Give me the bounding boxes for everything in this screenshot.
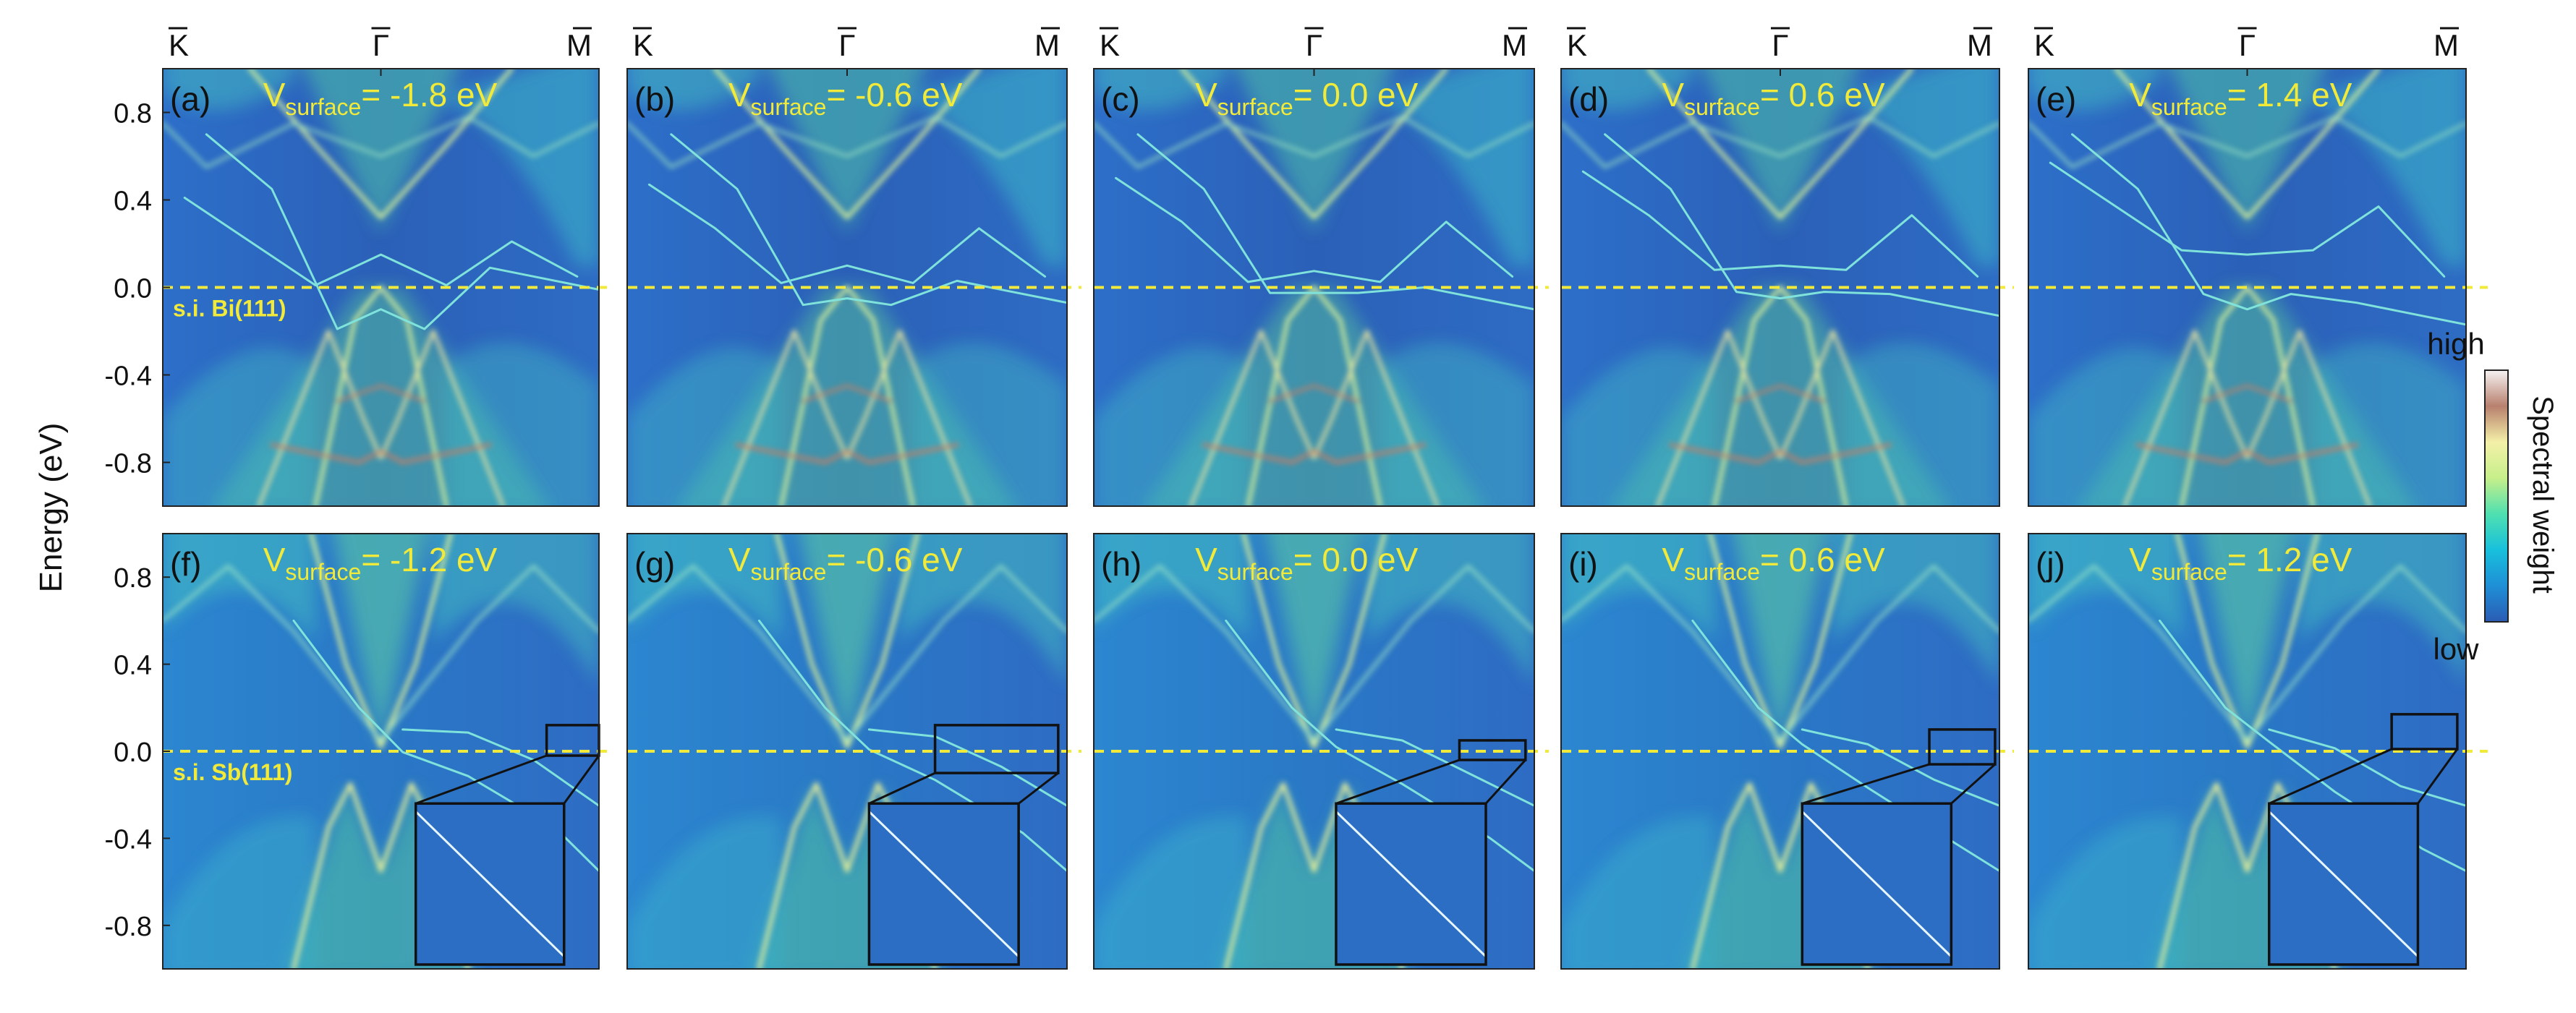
k-point-label: Γ xyxy=(373,28,389,62)
y-tick-label: 0.0 xyxy=(114,274,152,304)
panel-title: Vsurface= -0.6 eV xyxy=(728,76,963,120)
heatmap-area xyxy=(1561,69,1999,506)
panel-frame xyxy=(2028,533,2467,970)
k-point-label: M xyxy=(1034,28,1060,62)
panel-frame xyxy=(626,533,1068,970)
zoom-connector-line xyxy=(415,754,548,805)
panel-c: K Γ M (c) Vsurface= 0.0 eV xyxy=(1093,27,1549,507)
k-point-label: K xyxy=(633,28,653,62)
panel-label: (a) xyxy=(170,80,211,118)
y-tick-label: -0.8 xyxy=(105,912,152,942)
panel-grid: K Γ M (a) Vsurface= -1.8 eV 0.8 0.4 0.0 -0.4 -0.8… xyxy=(105,27,2488,970)
zoom-inset-box xyxy=(1335,802,1487,966)
material-label: s.i. Sb(111) xyxy=(173,759,292,785)
colorbar: high low Spectral weight xyxy=(2427,327,2559,666)
k-point-label: M xyxy=(1967,28,1992,62)
panel-g: (g) Vsurface= -0.6 eV xyxy=(626,533,1081,970)
panel-label: (e) xyxy=(2036,80,2076,118)
k-point-label: Γ xyxy=(1306,28,1322,62)
colorbar-low-label: low xyxy=(2433,632,2479,666)
heatmap-area xyxy=(163,69,599,506)
k-point-label: K xyxy=(2034,28,2054,62)
y-tick-label: 0.8 xyxy=(114,563,152,594)
zoom-inset-box xyxy=(867,802,1020,966)
panel-title: Vsurface= 0.6 eV xyxy=(1662,76,1885,120)
inset-surface-state xyxy=(868,811,1020,957)
zoom-connector-line xyxy=(563,755,600,805)
zoom-connector-line xyxy=(1801,763,1930,805)
k-point-label: Γ xyxy=(1772,28,1788,62)
panel-title: Vsurface= 1.2 eV xyxy=(2129,541,2352,585)
y-tick-label: -0.4 xyxy=(105,362,152,392)
panel-title: Vsurface= -0.6 eV xyxy=(728,541,963,585)
k-point-label: K xyxy=(1100,28,1120,62)
panel-title: Vsurface= -1.2 eV xyxy=(263,541,498,585)
panel-label: (b) xyxy=(634,80,675,118)
panel-h: (h) Vsurface= 0.0 eV xyxy=(1093,533,1549,970)
y-tick-label: 0.4 xyxy=(114,187,152,217)
zoom-source-box xyxy=(1928,728,1997,766)
inset-surface-state xyxy=(415,811,565,957)
panel-b: K Γ M (b) Vsurface= -0.6 eV xyxy=(626,27,1081,507)
y-tick-label: -0.4 xyxy=(105,824,152,855)
colorbar-title: Spectral weight xyxy=(2527,396,2559,593)
k-point-label: Γ xyxy=(2239,28,2256,62)
colorbar-gradient xyxy=(2484,369,2509,623)
zoom-connector-line xyxy=(1335,758,1460,805)
panel-frame xyxy=(1093,533,1535,970)
inset-surface-state xyxy=(1801,811,1952,957)
zoom-connector-line xyxy=(868,771,936,805)
panel-label: (i) xyxy=(1568,545,1598,583)
panel-label: (d) xyxy=(1568,80,1609,118)
inset-surface-state xyxy=(1335,811,1487,957)
y-axis-label: Energy (eV) xyxy=(33,423,69,593)
k-point-label: Γ xyxy=(838,28,855,62)
panel-j: (j) Vsurface= 1.2 eV xyxy=(2028,533,2488,970)
zoom-source-box xyxy=(2390,713,2459,751)
y-tick-label: 0.0 xyxy=(114,738,152,768)
zoom-inset-box xyxy=(2268,802,2420,966)
k-point-label: M xyxy=(1502,28,1527,62)
zoom-source-box xyxy=(933,724,1060,774)
panel-label: (f) xyxy=(170,545,201,583)
zoom-connector-line xyxy=(1484,759,1526,805)
panel-title: Vsurface= 0.6 eV xyxy=(1662,541,1885,585)
panel-i: (i) Vsurface= 0.6 eV xyxy=(1560,533,2014,970)
panel-label: (j) xyxy=(2036,545,2065,583)
zoom-connector-line xyxy=(1018,771,1059,805)
heatmap-area xyxy=(2028,69,2466,506)
panel-a: K Γ M (a) Vsurface= -1.8 eV 0.8 0.4 0.0 -0.4 -0.8… xyxy=(105,27,613,507)
y-tick-label: 0.8 xyxy=(114,99,152,129)
k-point-label: K xyxy=(169,28,189,62)
y-tick-label: -0.8 xyxy=(105,449,152,479)
panel-e: K Γ M (e) Vsurface= 1.4 eV xyxy=(2028,27,2488,507)
panel-title: Vsurface= -1.8 eV xyxy=(263,76,498,120)
panel-frame xyxy=(1560,533,2000,970)
panel-label: (h) xyxy=(1101,545,1142,583)
zoom-inset-box xyxy=(414,802,566,966)
panel-title: Vsurface= 1.4 eV xyxy=(2129,76,2352,120)
panel-d: K Γ M (d) Vsurface= 0.6 eV xyxy=(1560,27,2014,507)
inset-surface-state xyxy=(2268,811,2419,957)
k-point-label: M xyxy=(2433,28,2459,62)
zoom-connector-line xyxy=(1950,763,1996,805)
heatmap-area xyxy=(1094,69,1534,506)
panel-title: Vsurface= 0.0 eV xyxy=(1195,76,1419,120)
zoom-connector-line xyxy=(2269,748,2392,805)
panel-title: Vsurface= 0.0 eV xyxy=(1195,541,1419,585)
k-point-label: K xyxy=(1567,28,1587,62)
material-label: s.i. Bi(111) xyxy=(173,296,286,322)
heatmap-area xyxy=(627,69,1067,506)
y-tick-label: 0.4 xyxy=(114,651,152,681)
k-point-label: M xyxy=(566,28,592,62)
colorbar-high-label: high xyxy=(2427,327,2484,361)
panel-f: (f) Vsurface= -1.2 eV 0.8 0.4 0.0 -0.4 -0.8 s.i… xyxy=(105,533,613,970)
panel-label: (c) xyxy=(1101,80,1140,118)
zoom-connector-line xyxy=(2417,748,2459,805)
zoom-inset-box xyxy=(1801,802,1953,966)
panel-label: (g) xyxy=(634,545,675,583)
zoom-source-box xyxy=(1458,739,1527,761)
